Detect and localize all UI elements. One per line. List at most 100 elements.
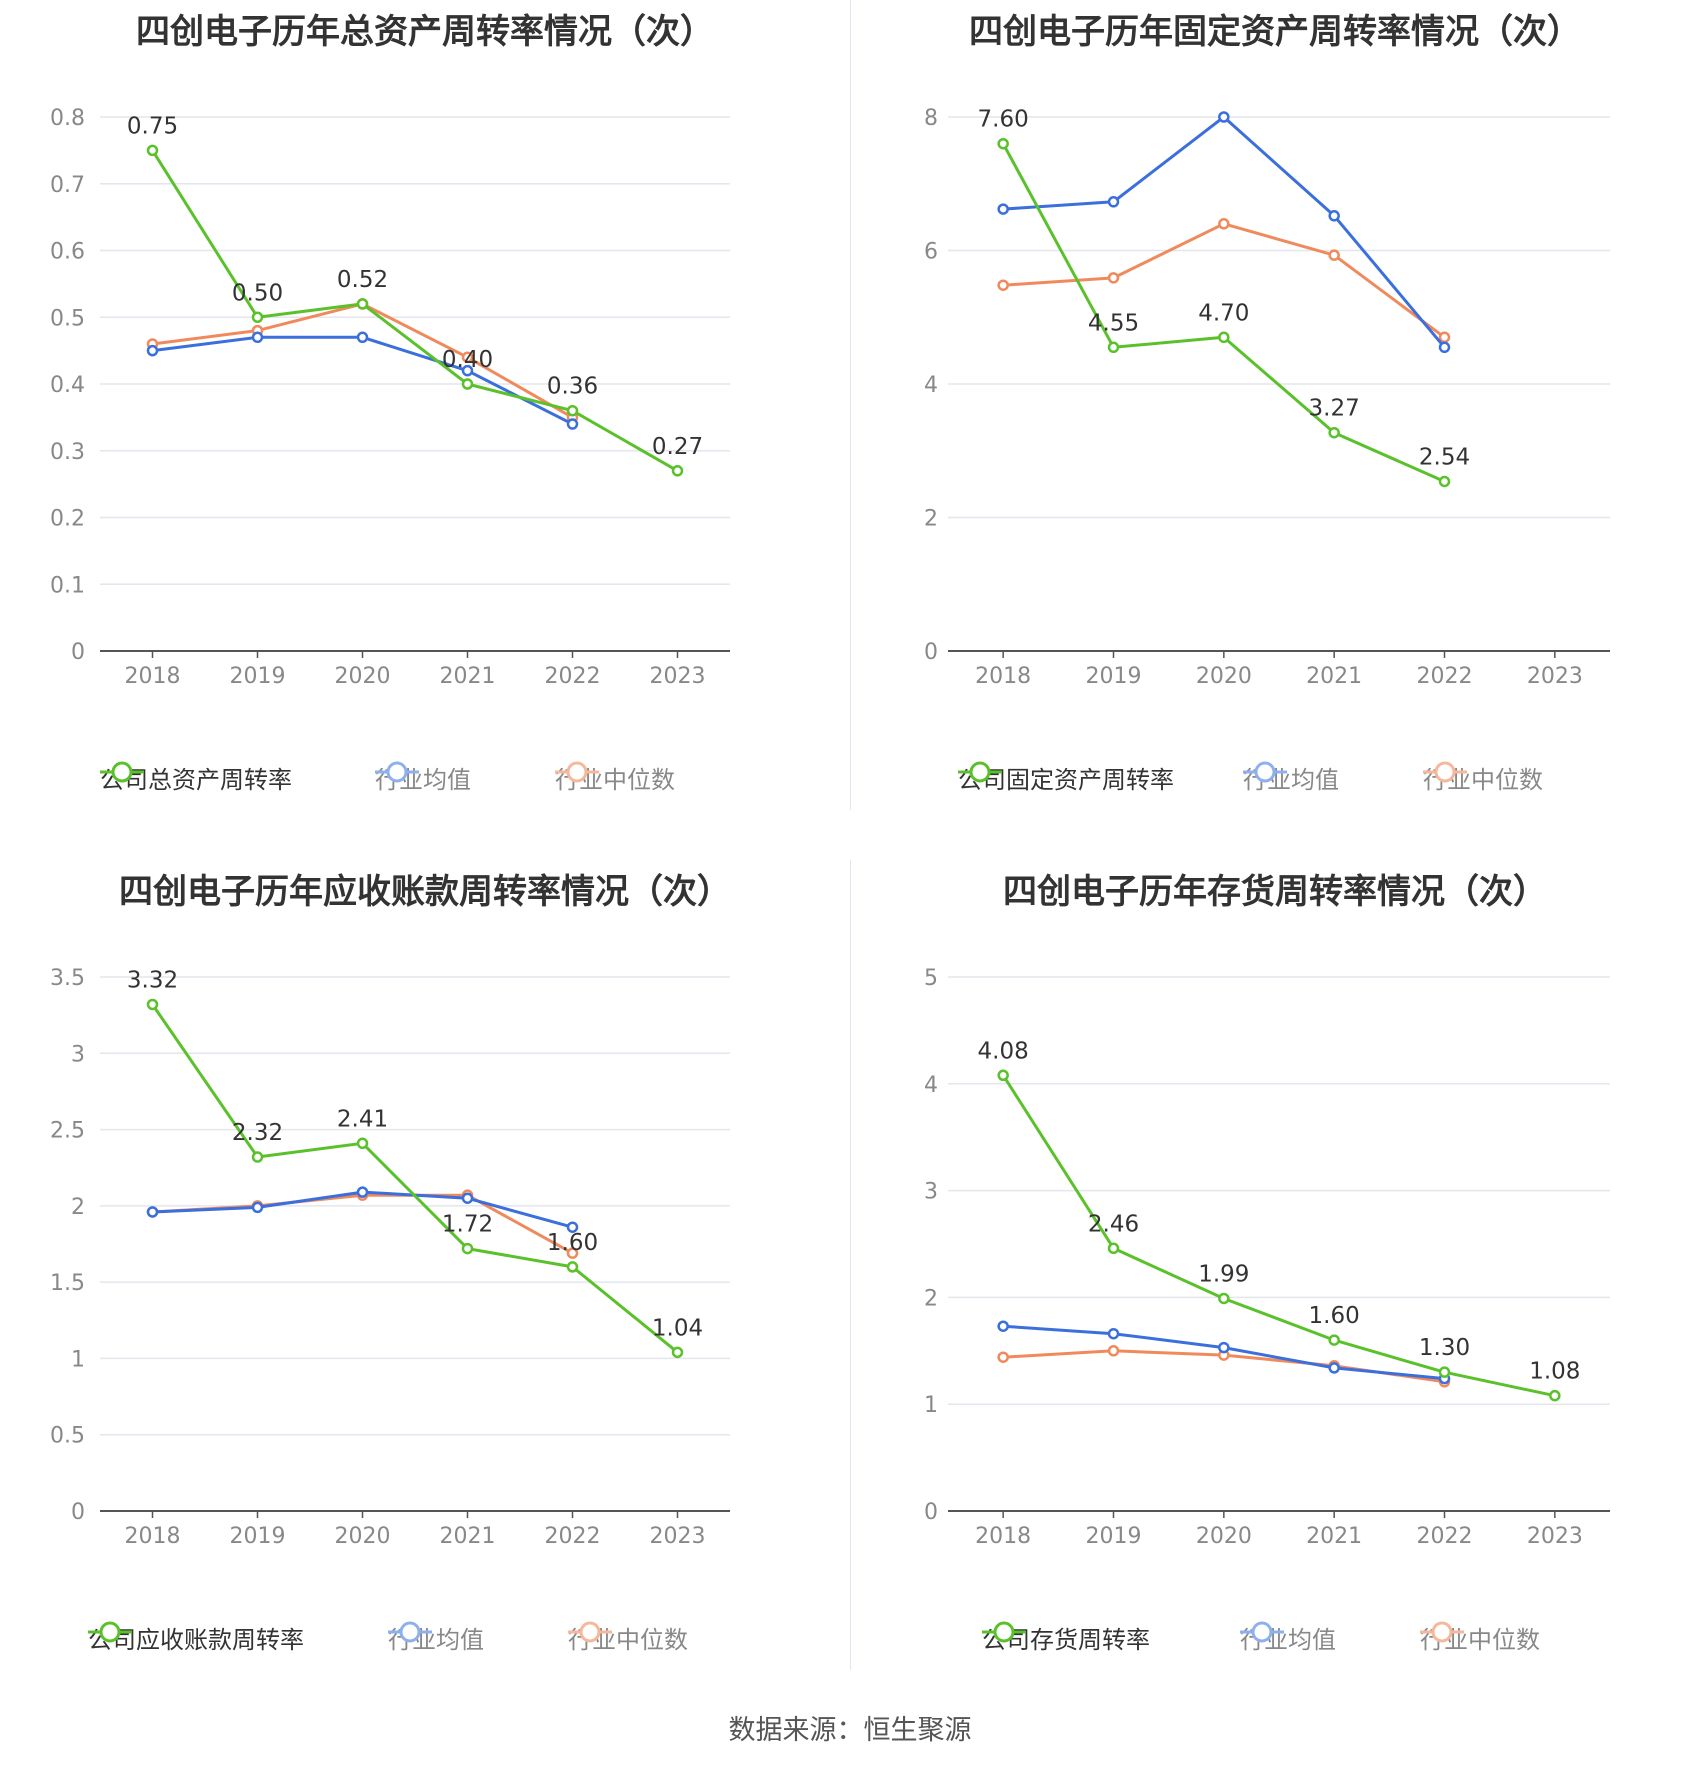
data-point-avg <box>251 331 264 344</box>
data-point-company <box>1438 1366 1451 1378</box>
y-tick-label: 2.5 <box>50 1119 85 1144</box>
x-tick-label: 2019 <box>230 1524 286 1549</box>
data-point-median <box>997 279 1009 291</box>
x-tick-label: 2022 <box>1417 664 1473 689</box>
chart-title: 四创电子历年存货周转率情况（次） <box>1003 872 1547 912</box>
legend-item-company[interactable]: 公司固定资产周转率 <box>958 760 1174 800</box>
y-tick-label: 0.6 <box>50 240 85 265</box>
series-line-median <box>152 1193 574 1255</box>
x-tick-label: 2023 <box>1527 664 1583 689</box>
data-point-avg <box>356 1186 369 1198</box>
x-tick-label: 2023 <box>1527 1524 1583 1549</box>
x-tick-label: 2019 <box>1086 1524 1142 1549</box>
y-tick-label: 0 <box>924 1500 938 1525</box>
data-point-company <box>1328 426 1340 439</box>
y-tick-label: 4 <box>924 1073 938 1098</box>
y-tick-label: 0 <box>924 640 938 665</box>
x-tick-label: 2020 <box>1196 1524 1252 1549</box>
data-point-median <box>566 1247 579 1259</box>
y-tick-label: 0 <box>71 640 85 665</box>
legend-line-circle-icon <box>1420 1621 1464 1643</box>
legend-item-avg[interactable]: 行业均值 <box>1240 1620 1336 1660</box>
data-point-avg <box>566 1221 579 1233</box>
chart-inventory-turnover: 四创电子历年存货周转率情况（次） 0 1 2 3 4 5 2018 2019 2020 2021 2… <box>850 860 1700 1720</box>
x-tick-label: 2018 <box>975 664 1031 689</box>
y-tick-label: 3 <box>924 1180 938 1205</box>
data-source: 数据来源：恒生聚源 <box>728 1715 972 1746</box>
data-point-company <box>566 1261 579 1273</box>
legend-item-median[interactable]: 行业中位数 <box>555 760 675 800</box>
legend-line-circle-icon <box>568 1621 612 1643</box>
data-point-company <box>356 1137 369 1150</box>
x-tick-label: 2020 <box>1196 664 1252 689</box>
x-tick-label: 2018 <box>125 664 181 689</box>
data-point-avg <box>997 1320 1009 1332</box>
chart-total-asset-turnover: 四创电子历年总资产周转率情况（次） 0 0.1 0.2 0.3 0.4 0.5 0.6 0.7… <box>0 0 850 860</box>
legend-item-median[interactable]: 行业中位数 <box>1420 1620 1540 1660</box>
y-tick-label: 0.7 <box>50 173 85 198</box>
data-label: 1.60 <box>547 1230 598 1256</box>
legend-line-circle-icon <box>1240 1621 1284 1643</box>
data-point-avg <box>566 418 579 430</box>
data-label: 2.41 <box>337 1106 388 1132</box>
y-tick-label: 3 <box>71 1042 85 1067</box>
legend-item-company[interactable]: 公司存货周转率 <box>982 1620 1150 1660</box>
y-tick-label: 1 <box>71 1347 85 1372</box>
data-label: 2.32 <box>232 1120 283 1146</box>
y-tick-label: 0.5 <box>50 306 85 331</box>
legend-item-median[interactable]: 行业中位数 <box>1423 760 1543 800</box>
data-point-company <box>566 404 579 417</box>
x-tick-label: 2021 <box>440 664 496 689</box>
legend-item-company[interactable]: 公司总资产周转率 <box>100 760 292 800</box>
y-tick-label: 3.5 <box>50 966 85 991</box>
data-point-avg <box>1438 341 1451 354</box>
plot-area: 0 0.5 1 1.5 2 2.5 3 3.5 2018 2019 2020 2021 2022 2023… <box>50 966 730 1549</box>
chart-fixed-asset-turnover: 四创电子历年固定资产周转率情况（次） 0 2 4 6 8 2018 2019 2020 2021… <box>850 0 1700 860</box>
vertical-divider-top <box>850 0 851 810</box>
x-tick-label: 2022 <box>545 1524 601 1549</box>
y-tick-label: 4 <box>924 373 938 398</box>
legend-item-avg[interactable]: 行业均值 <box>375 760 471 800</box>
data-point-company <box>146 144 159 157</box>
chart-title: 四创电子历年总资产周转率情况（次） <box>136 12 714 52</box>
y-tick-label: 0.4 <box>50 373 85 398</box>
data-point-company <box>146 998 159 1011</box>
data-point-avg <box>1218 1341 1230 1354</box>
legend-item-avg[interactable]: 行业均值 <box>1243 760 1339 800</box>
data-point-company <box>671 465 684 477</box>
x-tick-label: 2023 <box>650 1524 706 1549</box>
legend-line-circle-icon <box>1423 761 1467 783</box>
chart-receivables-turnover: 四创电子历年应收账款周转率情况（次） 0 0.5 1 1.5 2 2.5 3 3.5 2018 2… <box>0 860 850 1720</box>
data-label: 0.75 <box>127 113 178 139</box>
y-tick-label: 5 <box>924 966 938 991</box>
legend-line-circle-icon <box>388 1621 432 1643</box>
data-point-median <box>1107 1345 1120 1357</box>
legend-line-circle-icon <box>1243 761 1287 783</box>
data-point-company <box>1218 331 1230 344</box>
chart-legend: 公司总资产周转率 行业均值 行业中位数 <box>0 760 850 800</box>
y-tick-label: 0.5 <box>50 1424 85 1449</box>
series-line-median <box>152 302 574 419</box>
data-point-median <box>997 1351 1009 1363</box>
data-point-company <box>1218 1292 1230 1305</box>
legend-item-median[interactable]: 行业中位数 <box>568 1620 688 1660</box>
legend-line-circle-icon <box>88 1621 132 1643</box>
x-tick-label: 2021 <box>1306 1524 1362 1549</box>
data-label: 0.50 <box>232 280 283 306</box>
data-label: 1.99 <box>1198 1261 1249 1287</box>
data-label: 1.60 <box>1309 1303 1360 1329</box>
legend-item-avg[interactable]: 行业均值 <box>388 1620 484 1660</box>
data-point-company <box>356 298 369 310</box>
x-tick-label: 2022 <box>545 664 601 689</box>
y-tick-label: 0.1 <box>50 573 85 598</box>
legend-line-circle-icon <box>958 761 1002 783</box>
data-point-company <box>1438 475 1451 488</box>
data-label: 7.60 <box>978 107 1029 133</box>
y-tick-label: 1.5 <box>50 1271 85 1296</box>
legend-item-company[interactable]: 公司应收账款周转率 <box>88 1620 304 1660</box>
data-point-company <box>1107 341 1120 354</box>
data-label: 2.54 <box>1419 444 1470 470</box>
legend-line-circle-icon <box>375 761 419 783</box>
data-point-company <box>997 1069 1009 1082</box>
data-label: 4.08 <box>978 1038 1029 1064</box>
